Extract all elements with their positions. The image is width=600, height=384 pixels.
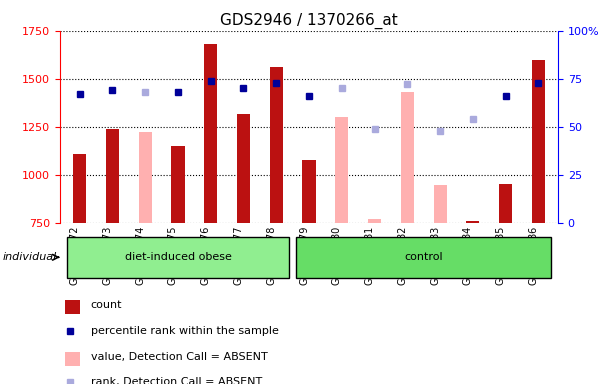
Bar [237, 114, 250, 223]
Text: individual: individual [3, 252, 57, 262]
Text: count: count [91, 300, 122, 310]
Text: rank, Detection Call = ABSENT: rank, Detection Call = ABSENT [91, 377, 262, 384]
Text: control: control [404, 252, 443, 262]
Title: GDS2946 / 1370266_at: GDS2946 / 1370266_at [220, 13, 398, 29]
Text: diet-induced obese: diet-induced obese [125, 252, 232, 262]
Bar [368, 219, 381, 223]
Bar [65, 300, 80, 314]
Text: value, Detection Call = ABSENT: value, Detection Call = ABSENT [91, 352, 268, 362]
Bar [401, 92, 414, 223]
Bar [499, 184, 512, 223]
Bar [302, 161, 316, 223]
Bar [106, 129, 119, 223]
Bar [532, 60, 545, 223]
Bar [172, 146, 185, 223]
Bar [335, 117, 349, 223]
Bar [65, 353, 80, 366]
Text: percentile rank within the sample: percentile rank within the sample [91, 326, 278, 336]
Bar [139, 132, 152, 223]
FancyBboxPatch shape [67, 237, 289, 278]
FancyBboxPatch shape [296, 237, 551, 278]
Bar [204, 44, 217, 223]
Bar [433, 185, 446, 223]
Bar [466, 221, 479, 223]
Bar [73, 154, 86, 223]
Bar [269, 67, 283, 223]
